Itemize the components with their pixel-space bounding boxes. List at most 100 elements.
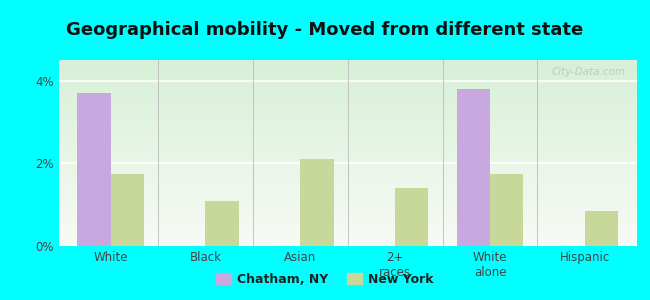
Bar — [58, 159, 637, 161]
Bar — [58, 97, 637, 99]
Bar — [490, 174, 523, 246]
Bar — [58, 242, 637, 244]
Bar — [58, 177, 637, 179]
Bar — [58, 136, 637, 138]
Bar — [58, 205, 637, 207]
Bar — [58, 220, 637, 222]
Bar — [58, 68, 637, 69]
Bar — [58, 71, 637, 73]
Bar — [585, 211, 618, 246]
Bar — [58, 146, 637, 147]
Bar — [58, 181, 637, 183]
Bar — [58, 108, 637, 110]
Bar — [58, 192, 637, 194]
Bar — [300, 159, 333, 246]
Bar — [58, 214, 637, 216]
Bar — [58, 62, 637, 64]
Bar — [58, 227, 637, 229]
Bar — [58, 142, 637, 144]
Bar — [58, 127, 637, 129]
Bar — [58, 184, 637, 187]
Bar — [58, 188, 637, 190]
Bar — [111, 174, 144, 246]
Bar — [58, 147, 637, 149]
Bar — [58, 114, 637, 116]
Bar — [58, 244, 637, 246]
Bar — [58, 60, 637, 62]
Bar — [58, 222, 637, 224]
Bar — [58, 140, 637, 142]
Bar — [58, 119, 637, 122]
Text: Geographical mobility - Moved from different state: Geographical mobility - Moved from diffe… — [66, 21, 584, 39]
Bar — [58, 175, 637, 177]
Bar — [58, 183, 637, 184]
Bar — [58, 211, 637, 212]
Bar — [58, 162, 637, 164]
Bar — [58, 218, 637, 220]
Bar — [58, 153, 637, 155]
Bar — [58, 138, 637, 140]
Bar — [58, 106, 637, 108]
Bar — [58, 201, 637, 203]
Bar — [58, 122, 637, 123]
Bar — [58, 144, 637, 146]
Bar — [58, 90, 637, 92]
Bar — [58, 101, 637, 103]
Bar — [58, 118, 637, 119]
Bar — [58, 112, 637, 114]
Bar — [58, 198, 637, 200]
Bar — [58, 73, 637, 75]
Bar — [58, 94, 637, 95]
Bar — [58, 212, 637, 214]
Bar — [58, 240, 637, 242]
Bar — [58, 207, 637, 209]
Bar — [58, 172, 637, 173]
Bar — [58, 123, 637, 125]
Bar — [58, 80, 637, 82]
Bar — [58, 168, 637, 170]
Bar — [58, 82, 637, 84]
Bar — [58, 157, 637, 159]
Bar — [58, 155, 637, 157]
Bar — [58, 92, 637, 94]
Text: City-Data.com: City-Data.com — [551, 68, 625, 77]
Bar — [58, 84, 637, 86]
Bar — [58, 224, 637, 226]
Bar — [58, 229, 637, 231]
Bar — [58, 166, 637, 168]
Bar — [58, 170, 637, 172]
Bar — [58, 69, 637, 71]
Bar — [58, 75, 637, 77]
Bar — [58, 216, 637, 218]
Bar — [58, 160, 637, 162]
Bar — [58, 226, 637, 227]
Bar — [58, 129, 637, 131]
Bar — [58, 79, 637, 80]
Bar — [58, 131, 637, 133]
Legend: Chatham, NY, New York: Chatham, NY, New York — [211, 268, 439, 291]
Bar — [58, 149, 637, 151]
Bar — [58, 77, 637, 79]
Bar — [58, 64, 637, 66]
Bar — [58, 66, 637, 68]
Bar — [58, 235, 637, 237]
Bar — [58, 125, 637, 127]
Bar — [58, 164, 637, 166]
Bar — [58, 196, 637, 198]
Bar — [58, 203, 637, 205]
Bar — [58, 200, 637, 201]
Bar — [58, 95, 637, 97]
Bar — [77, 93, 110, 246]
Bar — [205, 200, 239, 246]
Bar — [58, 151, 637, 153]
Bar — [58, 105, 637, 106]
Bar — [395, 188, 428, 246]
Bar — [58, 110, 637, 112]
Bar — [58, 99, 637, 101]
Bar — [58, 88, 637, 90]
Bar — [58, 237, 637, 239]
Bar — [58, 86, 637, 88]
Bar — [58, 238, 637, 240]
Bar — [58, 209, 637, 211]
Bar — [58, 190, 637, 192]
